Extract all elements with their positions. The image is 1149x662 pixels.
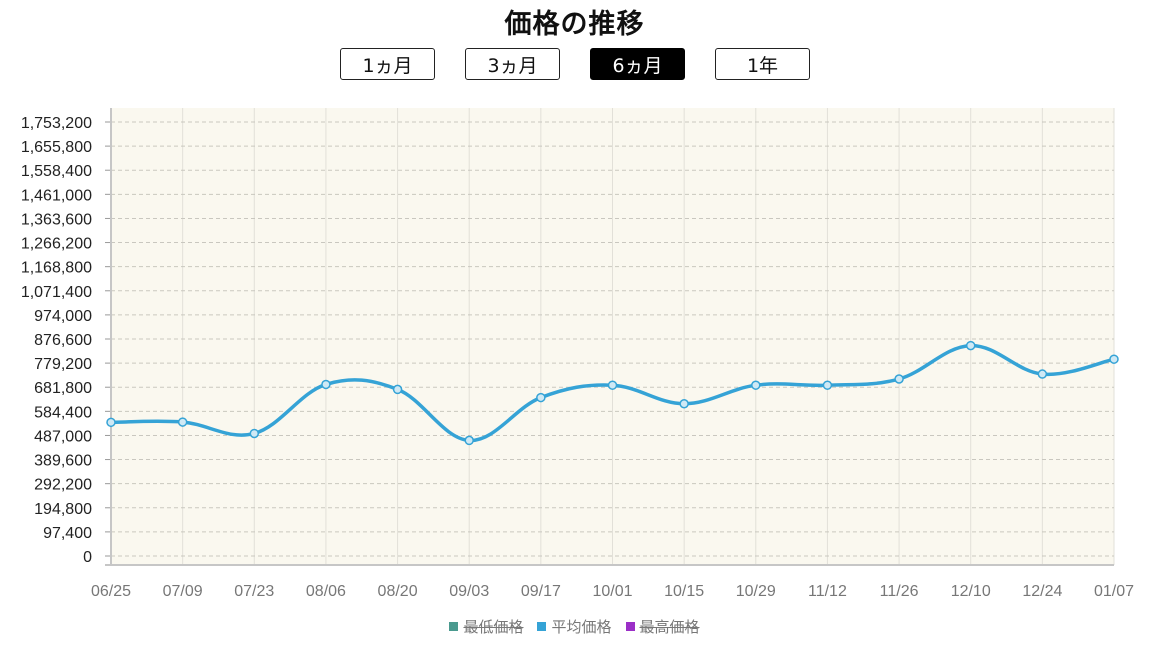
y-tick-label: 97,400	[43, 525, 92, 542]
x-tick-label: 06/25	[91, 583, 131, 600]
data-point	[965, 340, 976, 351]
legend-label-min-price: 最低価格	[463, 618, 524, 636]
data-point	[1037, 369, 1048, 379]
x-tick-label: 07/23	[234, 583, 274, 600]
data-point	[177, 417, 188, 427]
y-tick-label: 389,600	[34, 453, 92, 470]
range-1-month-button[interactable]: 1ヵ月	[340, 48, 435, 80]
data-point	[1109, 354, 1119, 364]
data-point	[894, 374, 904, 384]
y-tick-label: 681,800	[34, 380, 92, 397]
chart-legend: 最低価格 平均価格 最高価格	[0, 616, 1149, 637]
y-tick-label: 487,000	[34, 428, 92, 445]
y-tick-label: 292,200	[34, 477, 92, 494]
data-point	[679, 399, 689, 409]
x-tick-label: 10/29	[736, 583, 776, 600]
x-tick-label: 12/10	[951, 583, 991, 600]
x-tick-label: 01/07	[1094, 583, 1134, 600]
data-point	[751, 380, 761, 390]
x-tick-label: 11/12	[808, 583, 847, 600]
x-tick-label: 09/17	[521, 583, 561, 600]
x-tick-label: 08/20	[378, 583, 418, 600]
y-tick-label: 1,753,200	[21, 115, 92, 132]
y-tick-label: 194,800	[34, 501, 92, 518]
data-point	[464, 435, 474, 446]
x-tick-label: 08/06	[306, 583, 346, 600]
x-tick-label: 11/26	[880, 583, 919, 600]
chart-title: 価格の推移	[504, 9, 645, 40]
x-tick-label: 12/24	[1022, 583, 1062, 600]
y-tick-label: 1,168,800	[21, 260, 92, 277]
legend-item-max-price[interactable]: 最高価格	[625, 616, 700, 637]
legend-item-avg-price[interactable]: 平均価格	[537, 616, 612, 637]
legend-item-min-price[interactable]: 最低価格	[449, 616, 523, 637]
y-tick-label: 1,558,400	[21, 163, 92, 180]
legend-swatch-min-price	[449, 622, 459, 631]
y-tick-label: 974,000	[34, 308, 92, 325]
x-tick-label: 10/15	[664, 583, 704, 600]
legend-swatch-max-price	[625, 622, 635, 631]
y-tick-label: 584,400	[34, 404, 92, 421]
y-tick-label: 1,071,400	[21, 284, 92, 301]
x-tick-label: 10/01	[592, 583, 632, 600]
legend-swatch-avg-price	[537, 622, 547, 631]
range-1-year-button[interactable]: 1年	[715, 48, 810, 80]
y-tick-label: 779,200	[34, 356, 92, 373]
y-tick-label: 876,600	[34, 332, 92, 349]
x-tick-label: 07/09	[163, 583, 203, 600]
legend-label-avg-price: 平均価格	[551, 618, 612, 636]
range-selector: 1ヵ月 3ヵ月 6ヵ月 1年	[340, 48, 812, 82]
range-3-month-button[interactable]: 3ヵ月	[465, 48, 560, 80]
range-6-month-button[interactable]: 6ヵ月	[590, 48, 685, 80]
legend-label-max-price: 最高価格	[639, 618, 700, 636]
y-tick-label: 0	[83, 549, 92, 566]
x-tick-label: 09/03	[449, 583, 489, 600]
y-tick-label: 1,461,000	[21, 187, 92, 204]
data-point	[607, 380, 618, 390]
y-tick-label: 1,363,600	[21, 211, 92, 228]
data-point	[249, 428, 260, 439]
price-line-chart: 0 97,400 194,800 292,200 389,600 487,000 584,4…	[21, 108, 1134, 600]
data-point	[536, 392, 546, 403]
data-point	[321, 379, 331, 390]
data-point	[822, 380, 833, 390]
data-point	[392, 384, 403, 395]
data-point	[106, 417, 116, 428]
y-tick-label: 1,655,800	[21, 139, 92, 156]
y-tick-label: 1,266,200	[21, 236, 92, 253]
